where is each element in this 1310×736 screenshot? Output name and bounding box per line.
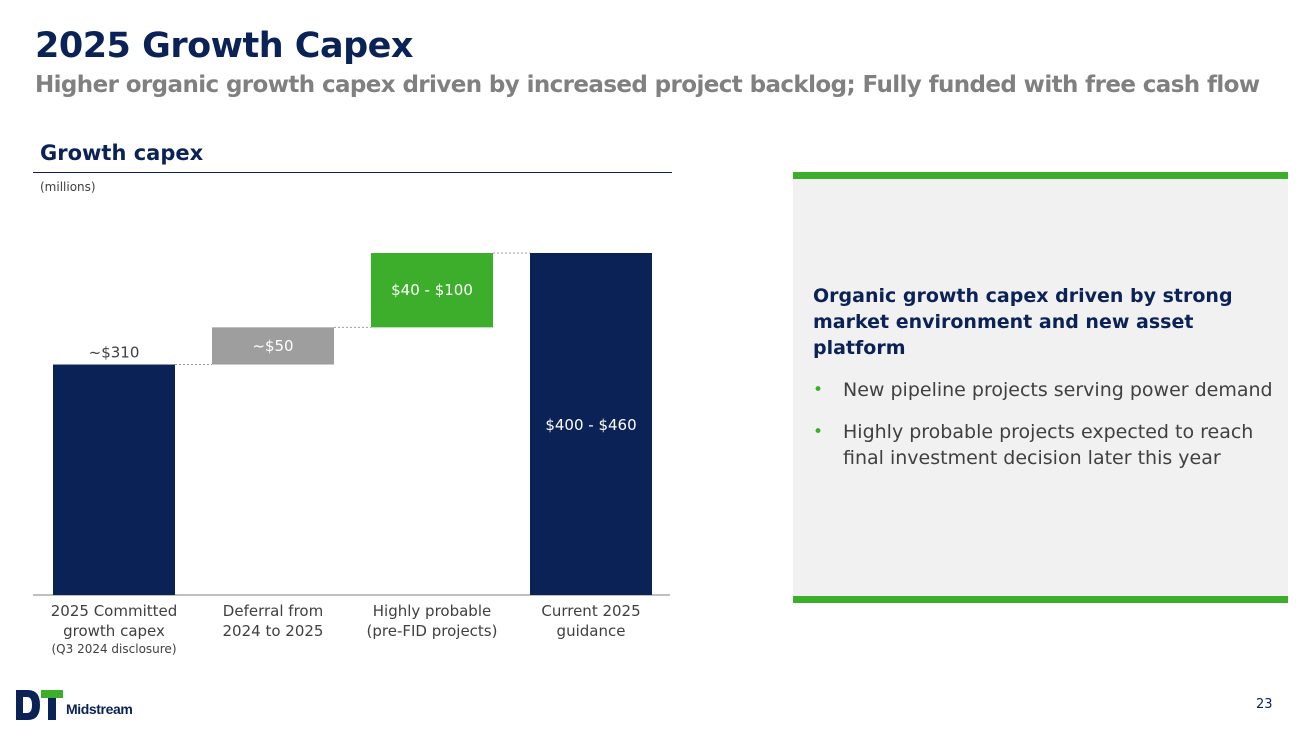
category-label: (pre-FID projects) xyxy=(367,622,498,640)
waterfall-bar-3 xyxy=(371,253,493,328)
growth-capex-waterfall-chart: ~$310 2025 Committed growth capex (Q3 2024 … xyxy=(33,252,670,656)
category-label: Highly probable xyxy=(373,602,491,620)
page-number: 23 xyxy=(1256,697,1273,712)
bullet-dot-icon: • xyxy=(813,422,824,442)
category-note: (Q3 2024 disclosure) xyxy=(52,642,177,656)
panel-bullet: • Highly probable projects expected to r… xyxy=(813,419,1273,471)
category-label: Deferral from xyxy=(223,602,323,620)
category-label: growth capex xyxy=(63,622,165,640)
bar-value-label: ~$50 xyxy=(252,337,293,355)
slide-subtitle: Higher organic growth capex driven by in… xyxy=(35,72,1260,98)
bar-value-label: $400 - $460 xyxy=(545,416,636,434)
slide-title: 2025 Growth Capex xyxy=(35,26,413,66)
bar-value-label: $40 - $100 xyxy=(391,281,473,299)
waterfall-bar-4 xyxy=(530,253,652,595)
bar-value-label: ~$310 xyxy=(89,344,140,362)
waterfall-bar-1 xyxy=(53,364,175,595)
bullet-text: New pipeline projects serving power dema… xyxy=(843,379,1273,401)
panel-bullet: • New pipeline projects serving power de… xyxy=(813,377,1273,403)
waterfall-bar-2 xyxy=(212,327,334,365)
category-label: Current 2025 xyxy=(541,602,640,620)
chart-units-label: (millions) xyxy=(40,180,96,194)
logo-wordmark: Midstream xyxy=(66,701,133,717)
bullet-dot-icon: • xyxy=(813,380,824,400)
dt-logo-mark xyxy=(16,690,63,720)
category-label: guidance xyxy=(557,622,626,640)
panel-heading: Organic growth capex driven by strong ma… xyxy=(813,285,1233,359)
category-label: 2025 Committed xyxy=(51,602,178,620)
callout-panel: Organic growth capex driven by strong ma… xyxy=(793,172,1288,603)
chart-section-title: Growth capex xyxy=(40,141,204,165)
category-label: 2024 to 2025 xyxy=(223,622,324,640)
section-divider xyxy=(33,172,672,173)
bullet-text: Highly probable projects expected to rea… xyxy=(843,421,1254,469)
panel-bullet-list: • New pipeline projects serving power de… xyxy=(813,377,1273,487)
